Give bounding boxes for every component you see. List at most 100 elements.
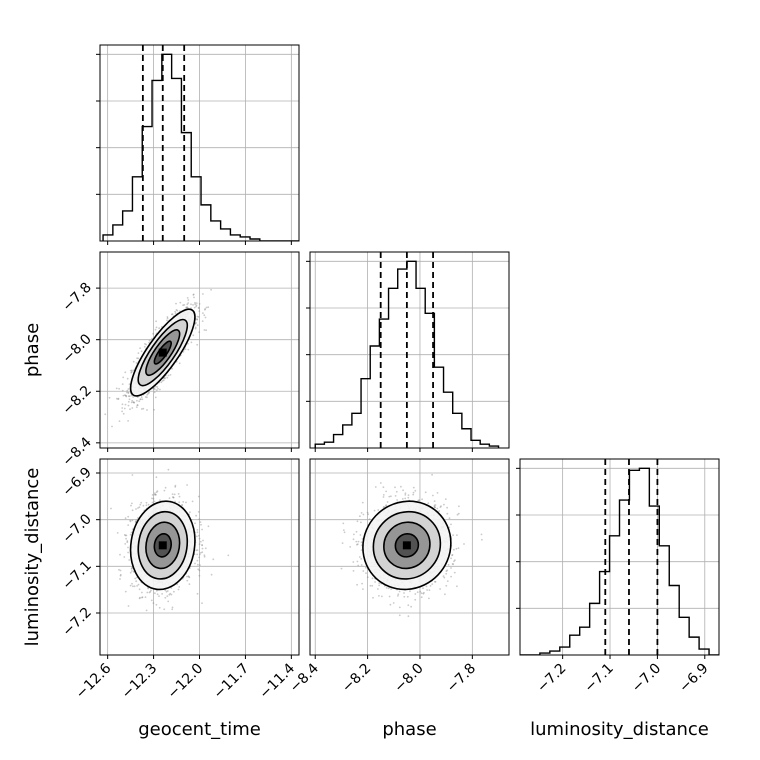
sample-point xyxy=(108,396,111,399)
sample-point xyxy=(196,315,199,318)
sample-point xyxy=(198,303,201,305)
sample-point xyxy=(454,559,456,561)
sample-point xyxy=(367,513,370,516)
sample-point xyxy=(118,387,120,390)
sample-point xyxy=(169,374,172,376)
sample-point xyxy=(130,401,133,404)
sample-point xyxy=(163,376,166,379)
sample-point xyxy=(176,309,179,312)
sample-point xyxy=(129,571,132,574)
sample-point xyxy=(171,313,174,315)
sample-point xyxy=(202,312,204,314)
sample-point xyxy=(398,614,401,617)
sample-point xyxy=(154,493,157,496)
sample-point xyxy=(137,583,140,586)
sample-point xyxy=(423,591,425,594)
sample-point xyxy=(121,407,124,409)
sample-point xyxy=(124,394,127,397)
sample-point xyxy=(456,513,459,516)
sample-point xyxy=(127,524,130,526)
sample-point xyxy=(450,575,452,578)
sample-point xyxy=(385,587,388,589)
sample-point xyxy=(132,585,134,588)
sample-point xyxy=(412,491,415,494)
sample-point xyxy=(356,583,358,586)
sample-point xyxy=(434,504,437,506)
sample-point xyxy=(161,380,164,382)
sample-point xyxy=(187,348,190,351)
joint-geocent_time-luminosity_distance xyxy=(110,468,230,612)
sample-point xyxy=(148,591,151,594)
sample-point xyxy=(164,377,166,380)
sample-point xyxy=(171,606,174,609)
sample-point xyxy=(203,329,206,331)
sample-point xyxy=(186,303,189,306)
sample-point xyxy=(134,520,137,523)
sample-point xyxy=(196,549,199,551)
sample-point xyxy=(159,388,161,391)
sample-point xyxy=(131,502,133,505)
sample-point xyxy=(131,519,134,522)
sample-point xyxy=(463,543,465,545)
sample-point xyxy=(115,387,118,390)
sample-point xyxy=(452,534,454,536)
sample-point xyxy=(153,408,155,411)
sample-point xyxy=(127,546,129,549)
sample-point xyxy=(343,531,346,534)
sample-point xyxy=(152,602,155,604)
sample-point xyxy=(128,398,131,401)
sample-point xyxy=(127,392,130,394)
sample-point xyxy=(438,510,441,512)
sample-point xyxy=(154,492,156,495)
sample-point xyxy=(356,543,358,546)
sample-point xyxy=(197,306,200,309)
sample-point xyxy=(122,412,125,415)
sample-point xyxy=(401,498,404,500)
sample-point xyxy=(124,403,127,406)
sample-point xyxy=(182,501,185,503)
sample-point xyxy=(129,408,131,411)
sample-point xyxy=(166,590,169,592)
sample-point xyxy=(177,588,180,591)
sample-point xyxy=(385,490,387,493)
sample-point xyxy=(480,533,483,536)
sample-point xyxy=(130,504,132,507)
sample-point xyxy=(147,503,150,506)
sample-point xyxy=(129,520,132,523)
sample-point xyxy=(360,521,362,524)
sample-point xyxy=(140,396,143,399)
sample-point xyxy=(377,509,380,511)
sample-point xyxy=(433,505,436,508)
sample-point xyxy=(121,410,123,413)
sample-point xyxy=(195,305,198,308)
sample-point xyxy=(175,309,178,311)
sample-point xyxy=(149,590,152,593)
sample-point xyxy=(192,334,195,337)
sample-point xyxy=(127,404,130,407)
y-tick-label: −7.8 xyxy=(59,280,94,315)
sample-point xyxy=(166,595,169,597)
y-tick-label: −6.9 xyxy=(59,465,94,500)
sample-point xyxy=(146,409,148,411)
sample-point xyxy=(125,537,127,540)
sample-point xyxy=(128,559,131,561)
panel-2-0: −7.2−7.1−7.0−6.9−12.6 −12.3 −12.0 −11.7 −11.… xyxy=(59,458,300,702)
sample-point xyxy=(186,306,189,308)
sample-point xyxy=(203,555,206,558)
panel-2-1: −8.4 −8.2 −8.0 −7.8 xyxy=(287,458,510,696)
sample-point xyxy=(203,314,206,317)
sample-point xyxy=(190,341,193,344)
sample-point xyxy=(141,596,143,599)
sample-point xyxy=(118,568,120,571)
sample-point xyxy=(385,504,388,506)
sample-point xyxy=(457,512,460,515)
sample-point xyxy=(125,534,128,537)
sample-point xyxy=(152,387,155,390)
sample-point xyxy=(158,595,160,597)
sample-point xyxy=(121,389,124,392)
sample-point xyxy=(150,599,153,602)
sample-point xyxy=(118,420,121,422)
sample-point xyxy=(126,541,129,544)
sample-point xyxy=(122,376,125,379)
